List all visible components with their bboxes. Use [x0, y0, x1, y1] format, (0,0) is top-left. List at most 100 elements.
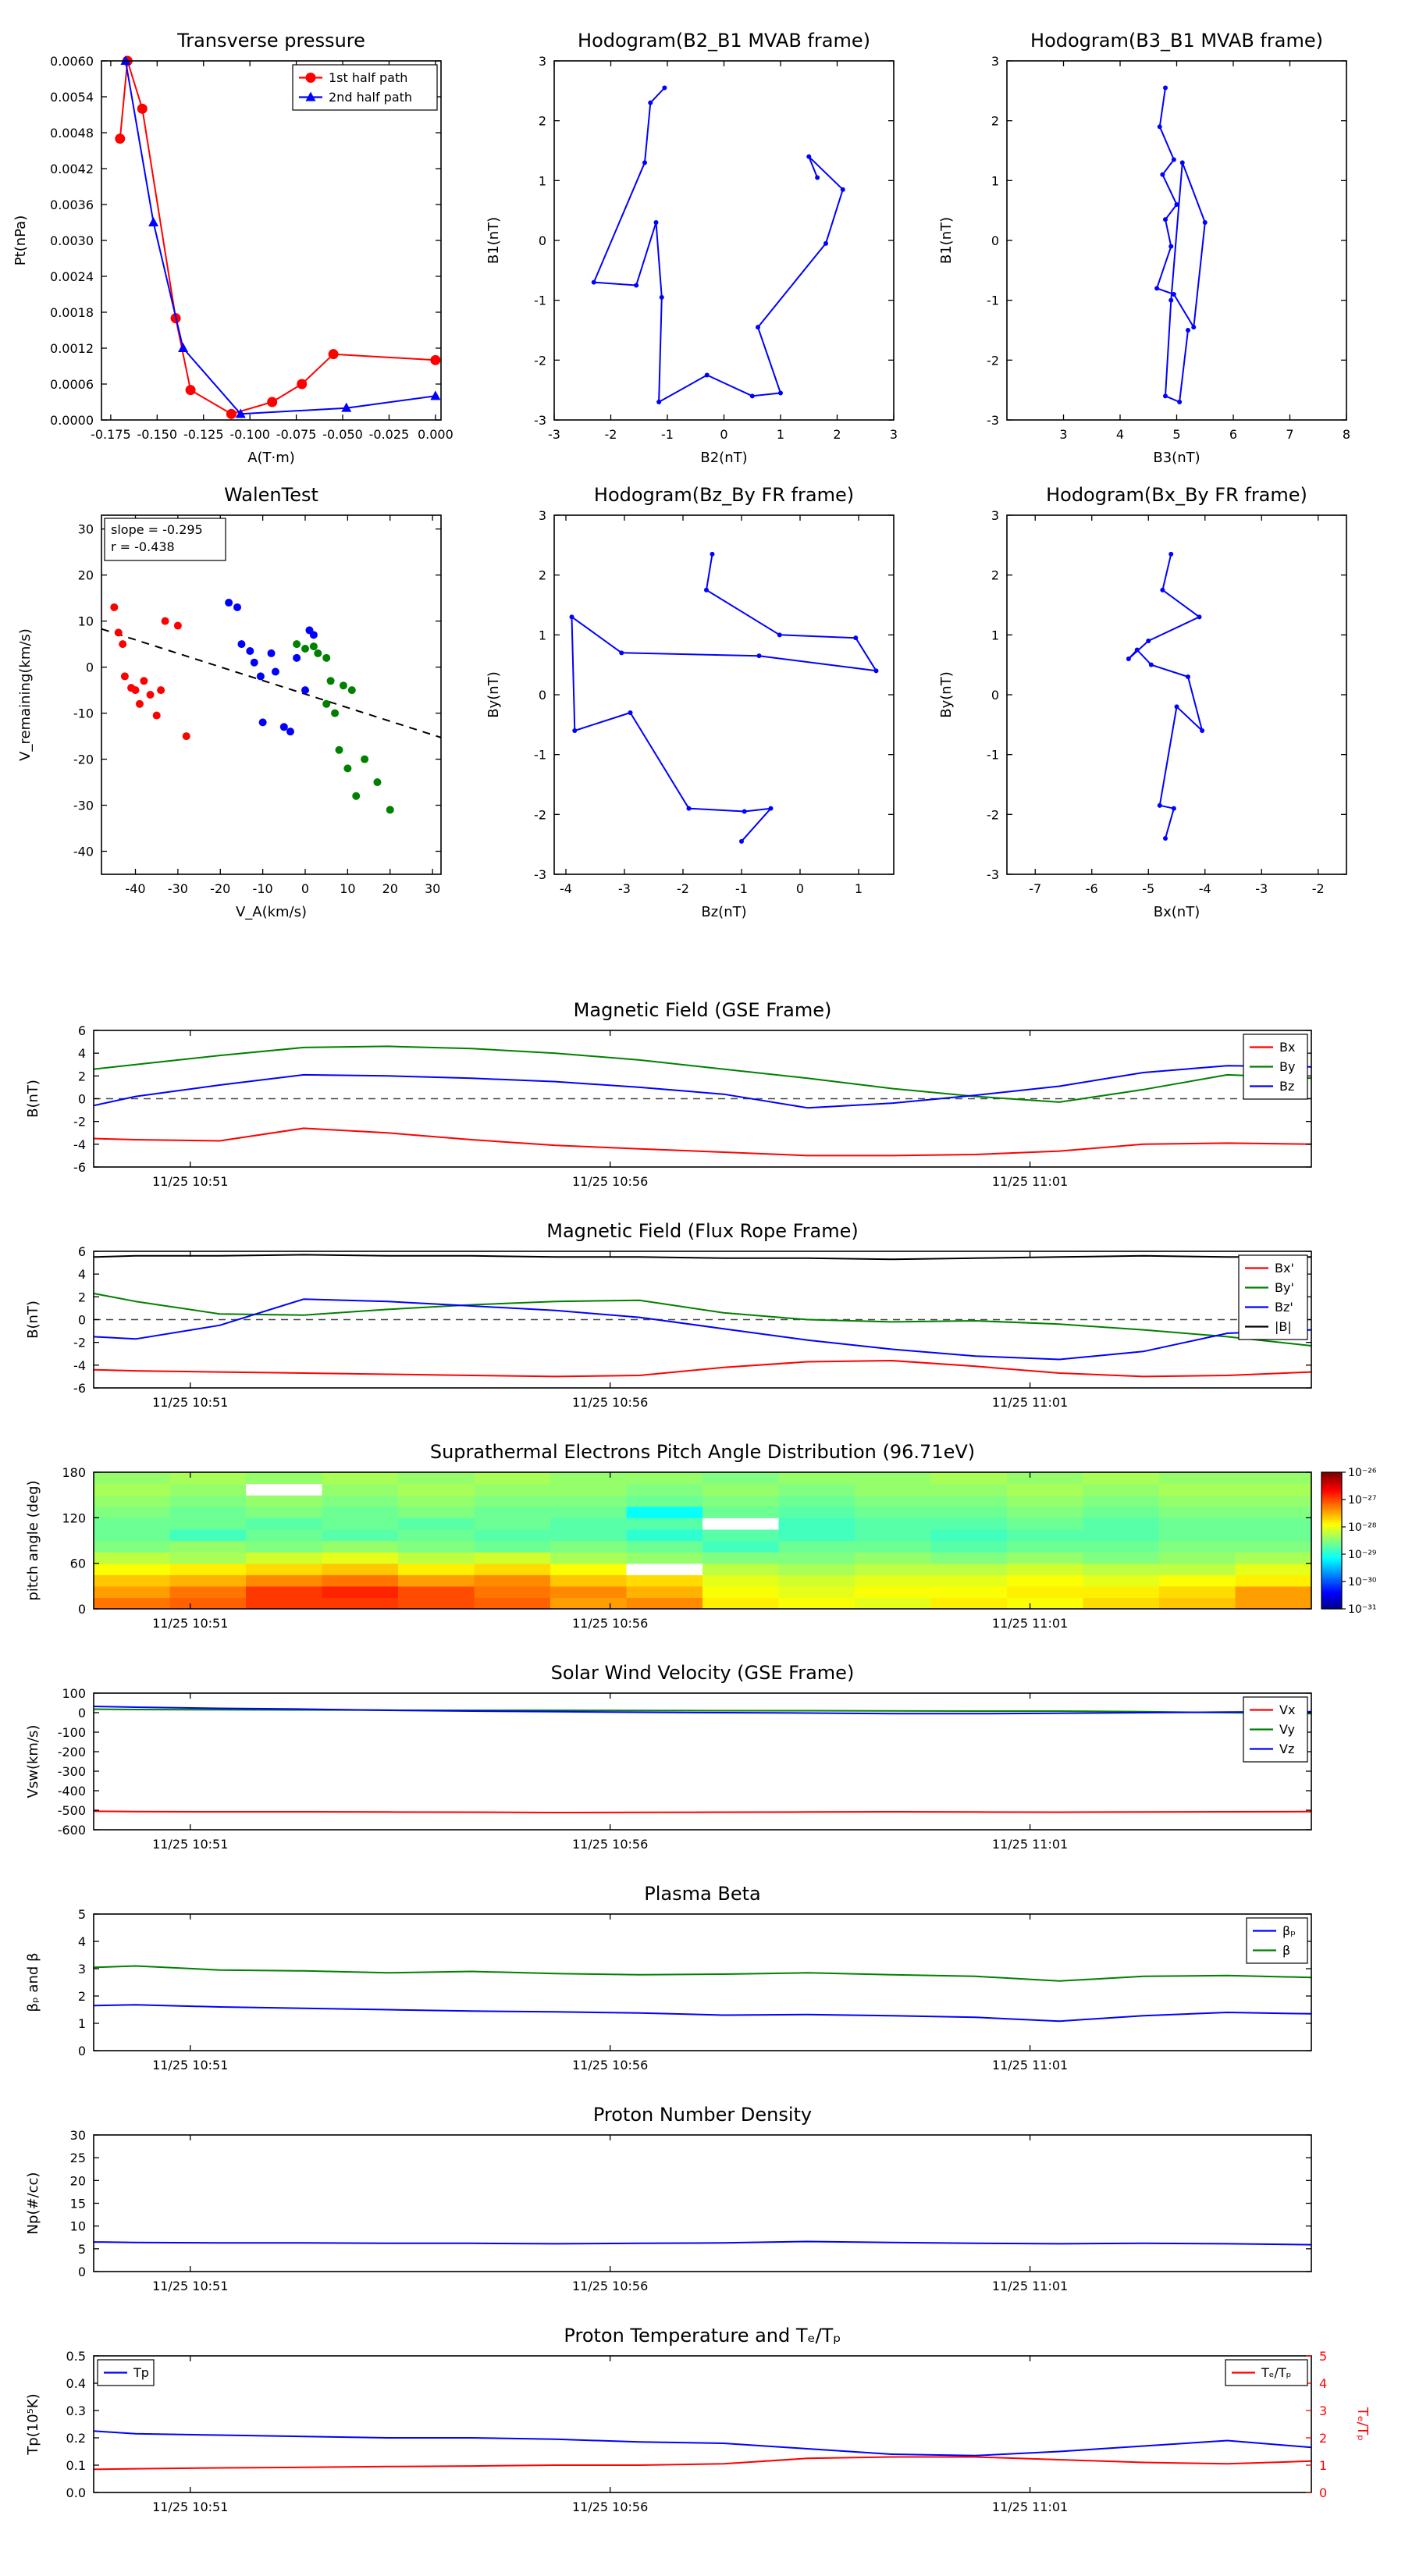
- y-tick-label: 25: [70, 2151, 86, 2165]
- heatmap-cell: [1007, 1552, 1084, 1564]
- y-tick-label: -2: [534, 807, 546, 822]
- heatmap-cell: [550, 1483, 628, 1496]
- y-tick-label: 1: [539, 628, 546, 642]
- heatmap-cell: [474, 1597, 551, 1610]
- colorbar-segment: [1321, 1503, 1342, 1507]
- marker-point: [710, 551, 715, 557]
- y-tick-label: 4: [78, 1934, 86, 1949]
- heatmap-cell: [626, 1574, 703, 1587]
- marker-point: [768, 806, 774, 811]
- heatmap-cell: [246, 1574, 323, 1587]
- y-tick-label: 0.5: [66, 2349, 86, 2364]
- x-tick-label: 0: [301, 881, 309, 896]
- marker-point: [569, 614, 574, 620]
- y-tick-label: 4: [78, 1046, 86, 1061]
- legend-label: Vx: [1279, 1703, 1295, 1717]
- heatmap-cell: [169, 1552, 247, 1564]
- y-tick-label: 0: [991, 688, 999, 703]
- panel-title: Proton Number Density: [593, 2104, 812, 2126]
- heatmap-cell: [94, 1552, 171, 1564]
- marker-circle: [430, 354, 441, 365]
- marker-dot: [135, 699, 144, 708]
- marker-point: [1168, 244, 1174, 249]
- axes-frame: [1006, 514, 1347, 875]
- x-tick-label: 8: [1343, 427, 1350, 442]
- heatmap-cell: [1083, 1597, 1160, 1610]
- marker-point: [1160, 172, 1165, 177]
- y-tick-label: 0.2: [66, 2431, 86, 2446]
- marker-point: [756, 653, 762, 659]
- x-tick-label: 5: [1172, 427, 1180, 442]
- y-tick-label: 0.0018: [50, 305, 94, 320]
- panel-hodogram-bx-by: Hodogram(Bx_By FR frame) -7 -6 -5 -4 -3 -2 -3 -2…: [905, 468, 1374, 929]
- heatmap-cell: [1007, 1483, 1084, 1496]
- axes-frame: [93, 1471, 1312, 1610]
- x-tick-label: 2: [833, 427, 841, 442]
- legend-label: By: [1279, 1059, 1295, 1074]
- heatmap-cell: [550, 1585, 628, 1599]
- marker-dot: [343, 764, 352, 773]
- colorbar-segment: [1321, 1563, 1342, 1567]
- heatmap-cell: [169, 1563, 247, 1575]
- heatmap-cell: [550, 1552, 628, 1564]
- heatmap-cell: [169, 1528, 247, 1542]
- heatmap-cell: [626, 1552, 703, 1564]
- marker-point: [1174, 202, 1179, 207]
- heatmap-cell: [474, 1585, 551, 1599]
- marker-circle: [137, 103, 148, 114]
- heatmap-cell: [778, 1552, 855, 1564]
- colorbar-segment: [1321, 1495, 1342, 1498]
- marker-point: [704, 587, 709, 592]
- y-tick-label: 0: [78, 2265, 86, 2279]
- x-tick-label: -0.150: [137, 427, 178, 442]
- marker-point: [591, 279, 596, 285]
- heatmap-cell: [702, 1540, 780, 1553]
- colorbar-segment: [1321, 1602, 1342, 1605]
- heatmap-cell: [169, 1483, 247, 1496]
- panel-hodogram-bz-by: Hodogram(Bz_By FR frame) -4 -3 -2 -1 0 1 -3 -2 -1…: [453, 468, 921, 929]
- marker-point: [777, 632, 782, 638]
- series-2nd half path: [124, 60, 436, 415]
- transverse-pressure-chart: Transverse pressure -0.175 -0.150 -0.125 -0.…: [12, 30, 454, 466]
- marker-dot: [326, 677, 335, 685]
- y-tick-label: 1: [539, 173, 546, 188]
- panel-magnetic-field-fr: Magnetic Field (Flux Rope Frame) 11/25 10…: [0, 1208, 1405, 1429]
- legend-label: 2nd half path: [329, 90, 412, 105]
- y-tick-label: 3: [991, 508, 999, 523]
- heatmap-cell: [322, 1528, 399, 1542]
- x-tick-label: 30: [425, 881, 440, 896]
- x-tick-label: 10: [340, 881, 355, 896]
- heatmap-cell: [626, 1506, 703, 1518]
- heatmap-cell: [626, 1495, 703, 1507]
- y-tick-label: -300: [58, 1764, 86, 1779]
- marker-point: [656, 400, 662, 404]
- heatmap-cell: [1083, 1563, 1160, 1575]
- colorbar-segment: [1321, 1590, 1342, 1594]
- axes-frame: [93, 2134, 1312, 2272]
- heatmap-cell: [322, 1597, 399, 1610]
- marker-triangle: [305, 91, 316, 101]
- heatmap-cell: [1007, 1495, 1084, 1507]
- colorbar-segment: [1321, 1560, 1342, 1564]
- legend-label: 1st half path: [329, 70, 407, 85]
- colorbar-segment: [1321, 1552, 1342, 1555]
- heatmap-cell: [855, 1495, 932, 1507]
- colorbar-segment: [1321, 1577, 1342, 1580]
- y-tick-label: 2: [539, 568, 546, 583]
- marker-point: [739, 838, 744, 844]
- marker-dot: [352, 792, 361, 800]
- colorbar-frame: [1321, 1471, 1343, 1610]
- marker-circle: [267, 397, 278, 407]
- x-axis-label: B3(nT): [1153, 450, 1200, 466]
- heatmap-cell: [169, 1495, 247, 1507]
- marker-dot: [309, 631, 318, 639]
- series-Bx': [93, 1360, 1312, 1378]
- colorbar-segment: [1321, 1510, 1342, 1514]
- x-tick-label: 11/25 11:01: [992, 2279, 1068, 2293]
- proton-temperature-chart: Proton Temperature and Tₑ/Tₚ 11/25 10:51 1…: [25, 2325, 1371, 2514]
- heatmap-cell: [398, 1563, 475, 1575]
- heatmap-cell: [169, 1574, 247, 1587]
- y-tick-label: -2: [73, 1336, 86, 1350]
- marker-point: [806, 154, 812, 159]
- colorbar-segment: [1321, 1501, 1342, 1505]
